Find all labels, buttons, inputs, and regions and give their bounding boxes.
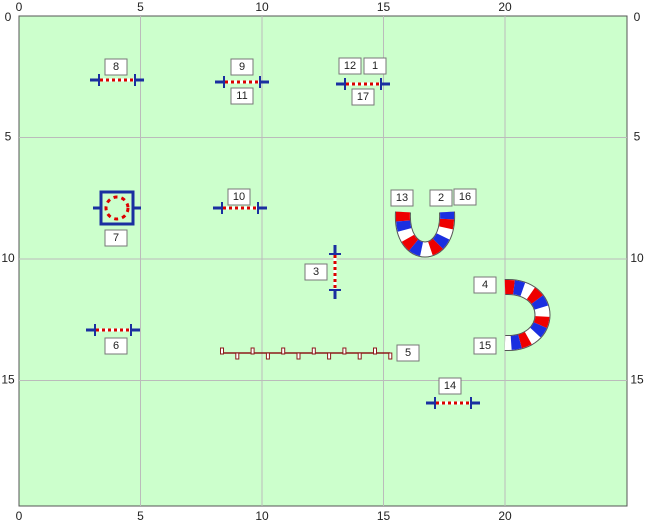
label-box — [429, 189, 453, 207]
obstacle-number: 9 — [239, 61, 245, 73]
label-box — [227, 188, 251, 206]
obstacle-number: 5 — [405, 347, 411, 359]
label-box — [304, 263, 328, 281]
obstacle-number: 10 — [233, 191, 245, 203]
x-axis-label: 5 — [137, 509, 144, 523]
label-box — [230, 87, 254, 105]
weave-pole — [220, 347, 224, 355]
jump — [336, 78, 390, 90]
y-axis-label: 10 — [630, 251, 644, 265]
label-box — [473, 276, 497, 294]
x-axis-label: 20 — [498, 0, 512, 14]
obstacle-number: 7 — [113, 232, 119, 244]
x-axis-label: 20 — [498, 509, 512, 523]
weave-pole — [388, 352, 393, 360]
jump — [213, 202, 267, 214]
weave-pole — [357, 352, 362, 360]
label-box — [338, 57, 362, 75]
obstacle-number: 2 — [438, 192, 444, 204]
label-box — [390, 189, 414, 207]
x-axis-label: 15 — [377, 0, 391, 14]
tunnel — [504, 279, 550, 351]
label-box — [351, 88, 375, 106]
field — [18, 15, 628, 507]
weave-pole — [342, 347, 347, 355]
label-box — [230, 58, 254, 76]
weave-pole — [296, 352, 301, 360]
obstacle-number: 1 — [372, 60, 378, 72]
jump — [426, 397, 480, 409]
label-box — [363, 57, 387, 75]
y-axis-label: 0 — [634, 10, 641, 24]
jump — [90, 74, 144, 86]
label-box — [104, 58, 128, 76]
jump — [215, 76, 269, 88]
obstacle-number: 4 — [482, 279, 488, 291]
weave-pole — [250, 347, 255, 355]
y-axis-label: 0 — [5, 10, 12, 24]
y-axis-label: 15 — [1, 373, 15, 387]
weave-pole — [235, 352, 240, 360]
obstacle-number: 14 — [444, 380, 456, 392]
label-box — [438, 377, 462, 395]
weave-pole — [373, 347, 377, 355]
weave-pole — [311, 347, 316, 355]
jump — [86, 324, 140, 336]
x-axis-label: 15 — [377, 509, 391, 523]
y-axis-label: 5 — [5, 130, 12, 144]
label-box — [473, 337, 497, 355]
obstacles — [86, 74, 551, 409]
tire — [104, 195, 130, 221]
obstacle-number: 16 — [459, 191, 471, 203]
obstacle-number: 12 — [344, 60, 356, 72]
tunnel — [395, 211, 455, 257]
label-box — [453, 188, 477, 206]
tunnel — [395, 211, 455, 257]
obstacle-number: 17 — [357, 91, 369, 103]
obstacle-number: 15 — [479, 340, 491, 352]
x-axis-label: 0 — [16, 509, 23, 523]
obstacle-number: 11 — [236, 90, 247, 102]
y-axis-label: 5 — [634, 130, 641, 144]
label-box — [396, 344, 420, 362]
x-axis-label: 10 — [255, 509, 269, 523]
obstacle-number: 3 — [313, 266, 319, 278]
obstacle-number: 13 — [396, 192, 408, 204]
weave-pole — [327, 352, 332, 360]
weave-pole — [265, 352, 270, 360]
label-box — [104, 337, 128, 355]
obstacle-number: 6 — [113, 340, 119, 352]
x-axis-label: 10 — [255, 0, 269, 14]
x-axis-label: 5 — [137, 0, 144, 14]
jump — [329, 245, 341, 299]
x-axis-label: 0 — [16, 0, 23, 14]
labels: 8 9 11 12 1 17 7 10 13 2 16 3 4 15 6 5 14 — [104, 57, 497, 395]
tunnel — [504, 279, 550, 351]
obstacle-number: 8 — [113, 61, 119, 73]
weave-pole — [281, 347, 286, 355]
y-axis-label: 10 — [1, 251, 15, 265]
label-box — [104, 229, 128, 247]
y-axis-label: 15 — [630, 373, 644, 387]
